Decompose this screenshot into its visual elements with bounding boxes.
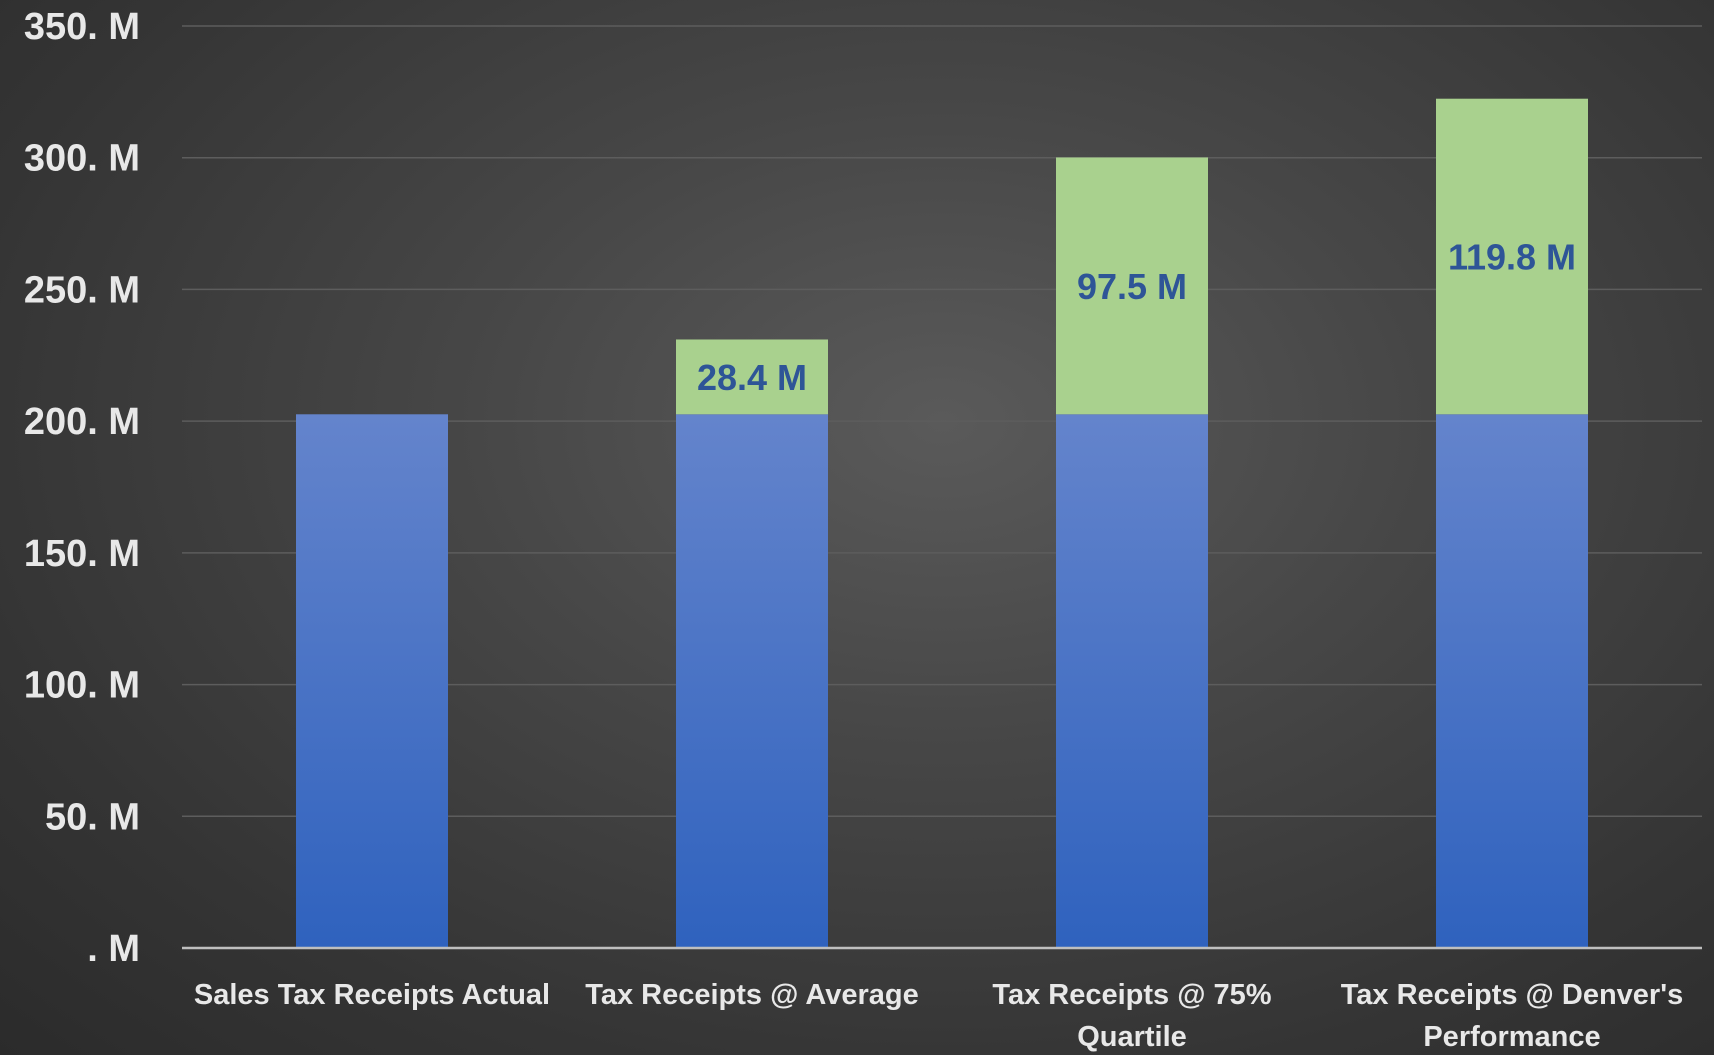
y-tick-label: 250. M bbox=[24, 269, 140, 311]
labels: . M 50. M 100. M 150. M 200. M 250. M 300. M 35… bbox=[24, 6, 1683, 1053]
data-label: 97.5 M bbox=[1077, 266, 1187, 307]
y-tick-label: 150. M bbox=[24, 533, 140, 575]
data-label: 119.8 M bbox=[1448, 237, 1576, 278]
bars bbox=[296, 98, 1588, 948]
x-category-label: Tax Receipts @ Average bbox=[585, 979, 918, 1011]
data-label: 28.4 M bbox=[697, 357, 807, 398]
bar-base-segment bbox=[1056, 414, 1208, 948]
y-tick-label: 100. M bbox=[24, 665, 140, 707]
y-tick-label: 300. M bbox=[24, 138, 140, 180]
bar-base-segment bbox=[1436, 414, 1588, 948]
x-category-label: Tax Receipts @ 75% Quartile bbox=[992, 979, 1271, 1053]
y-tick-label: . M bbox=[87, 928, 140, 970]
y-tick-label: 50. M bbox=[45, 796, 140, 838]
bar-increase-segment bbox=[1436, 98, 1588, 415]
bar-base-segment bbox=[296, 414, 448, 948]
bar-base-segment bbox=[676, 414, 828, 948]
bar-increase-segment bbox=[676, 339, 828, 415]
y-tick-label: 350. M bbox=[24, 6, 140, 48]
x-category-label: Sales Tax Receipts Actual bbox=[194, 979, 550, 1011]
bar-increase-segment bbox=[1056, 157, 1208, 415]
x-category-label: Tax Receipts @ Denver's Performance bbox=[1341, 979, 1684, 1053]
y-tick-label: 200. M bbox=[24, 401, 140, 443]
